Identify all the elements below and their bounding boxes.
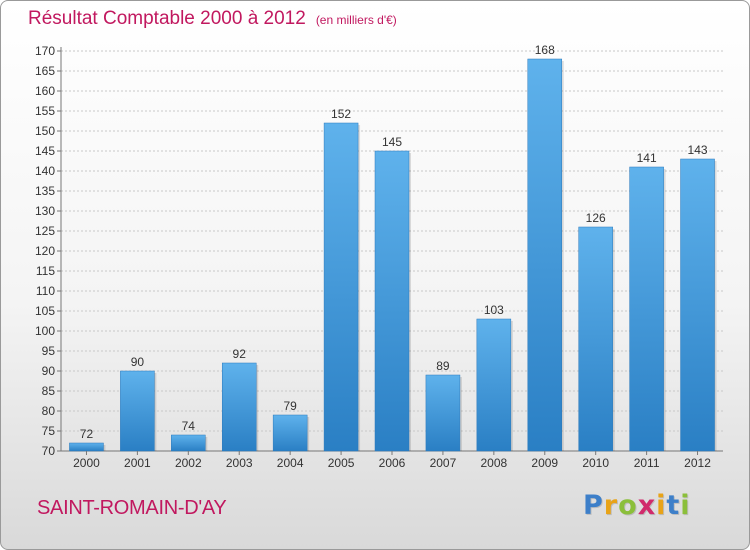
proxiti-logo: Proxiti: [583, 490, 691, 521]
y-tick-label: 170: [35, 44, 55, 58]
logo-letter: o: [618, 490, 638, 521]
y-tick-label: 130: [35, 204, 55, 218]
bar: [578, 226, 613, 452]
y-tick-label: 95: [42, 344, 56, 358]
y-tick-label: 125: [35, 224, 55, 238]
y-tick-label: 85: [42, 384, 56, 398]
x-tick-label: 2008: [480, 456, 507, 470]
y-tick-label: 120: [35, 244, 55, 258]
x-tick-label: 2012: [684, 456, 711, 470]
bar: [69, 442, 104, 452]
y-tick-label: 80: [42, 404, 56, 418]
x-tick-label: 2000: [73, 456, 100, 470]
data-label: 103: [484, 303, 504, 317]
x-tick-label: 2005: [328, 456, 355, 470]
bar: [629, 166, 664, 452]
data-label: 126: [586, 211, 606, 225]
y-tick-label: 90: [42, 364, 56, 378]
y-tick-label: 145: [35, 144, 55, 158]
data-label: 152: [331, 107, 351, 121]
chart-title-text: Résultat Comptable 2000 à 2012: [28, 8, 306, 29]
bar: [476, 318, 512, 452]
x-tick-label: 2007: [430, 456, 457, 470]
logo-letter: t: [666, 490, 681, 521]
bar: [425, 374, 461, 452]
data-label: 141: [637, 151, 657, 165]
bar: [120, 370, 155, 452]
bar: [527, 58, 563, 452]
data-label: 145: [382, 135, 402, 149]
y-tick-label: 115: [36, 264, 55, 278]
y-tick-label: 75: [42, 424, 56, 438]
bar: [272, 414, 308, 452]
logo-letter: i: [680, 490, 691, 521]
data-label: 72: [80, 427, 94, 441]
y-tick-label: 150: [35, 124, 55, 138]
data-label: 89: [436, 359, 450, 373]
data-label: 143: [688, 143, 708, 157]
data-label: 79: [283, 399, 297, 413]
x-tick-label: 2002: [175, 456, 202, 470]
bar: [323, 122, 359, 452]
data-label: 90: [131, 355, 145, 369]
logo-letter: x: [637, 490, 657, 521]
data-label: 74: [182, 419, 196, 433]
y-tick-label: 100: [35, 324, 55, 338]
x-tick-label: 2004: [277, 456, 304, 470]
bar: [680, 158, 715, 452]
y-tick-label: 105: [35, 304, 55, 318]
chart-unit: (en milliers d'€): [315, 13, 397, 27]
y-tick-label: 160: [35, 84, 55, 98]
commune-name: SAINT-ROMAIN-D'AY: [37, 497, 227, 519]
bar: [221, 362, 257, 452]
x-tick-label: 2006: [379, 456, 406, 470]
x-tick-label: 2003: [226, 456, 253, 470]
bar: [171, 434, 206, 452]
y-tick-label: 110: [36, 284, 55, 298]
x-tick-label: 2010: [582, 456, 609, 470]
data-label: 92: [233, 347, 247, 361]
y-tick-label: 70: [42, 444, 56, 458]
y-tick-label: 140: [35, 164, 55, 178]
chart-title: Résultat Comptable 2000 à 2012 (en millie…: [28, 8, 397, 30]
bar: [374, 150, 410, 452]
y-tick-label: 155: [35, 104, 55, 118]
y-tick-label: 135: [35, 184, 55, 198]
x-tick-label: 2001: [124, 456, 151, 470]
logo-letter: r: [603, 490, 619, 521]
x-tick-label: 2011: [634, 456, 660, 470]
x-tick-label: 2009: [531, 456, 558, 470]
y-tick-label: 165: [35, 64, 55, 78]
logo-letter: P: [583, 490, 604, 521]
logo-letter: i: [656, 490, 667, 521]
data-label: 168: [535, 43, 555, 57]
